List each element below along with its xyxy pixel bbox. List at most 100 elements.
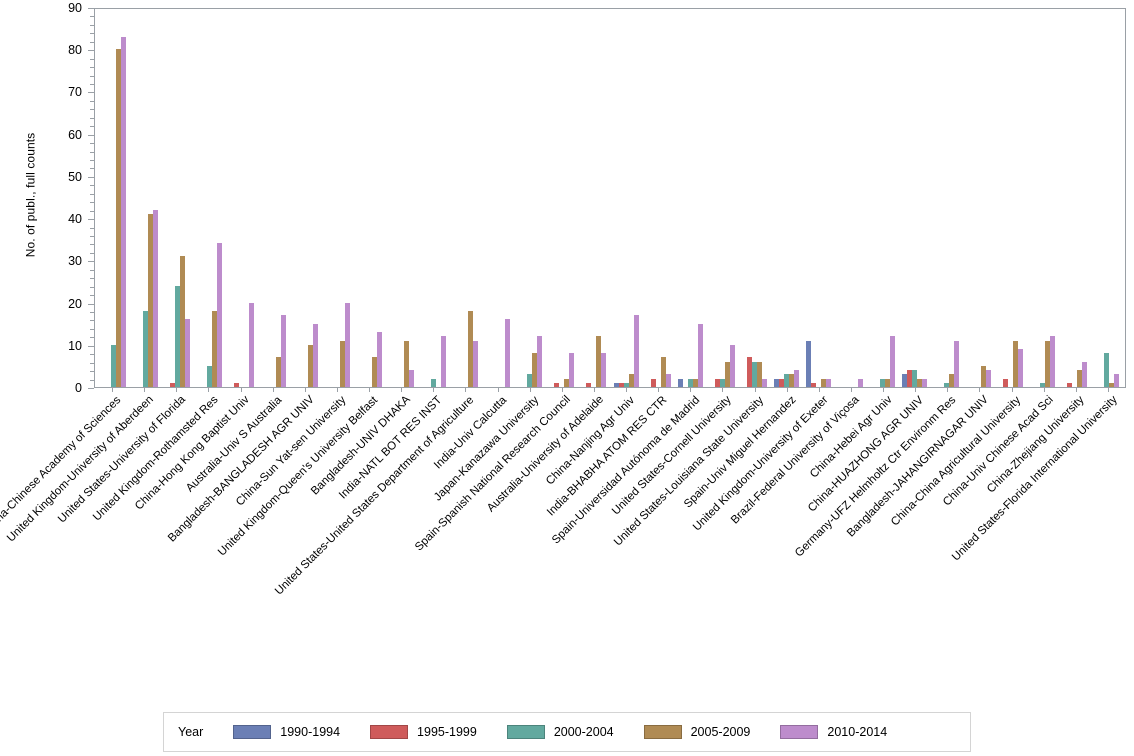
bar bbox=[825, 378, 831, 387]
legend-item[interactable]: 2000-2004 bbox=[506, 725, 614, 739]
y-minor-tick bbox=[90, 24, 94, 26]
bar bbox=[677, 378, 683, 387]
legend-item-label: 2010-2014 bbox=[827, 725, 888, 739]
bar bbox=[184, 319, 190, 387]
x-tick-label: United Kingdom-University of Aberdeen bbox=[5, 393, 156, 545]
y-tick-mark bbox=[88, 176, 94, 178]
bar bbox=[1082, 361, 1088, 387]
x-tick-mark bbox=[530, 388, 531, 392]
bar bbox=[949, 374, 955, 387]
bar bbox=[174, 285, 180, 387]
bar-group bbox=[161, 9, 193, 387]
y-minor-tick bbox=[90, 185, 94, 187]
x-tick-mark bbox=[369, 388, 370, 392]
bar bbox=[586, 382, 592, 387]
y-minor-tick bbox=[90, 362, 94, 364]
bar bbox=[1050, 336, 1056, 387]
bar-group bbox=[963, 9, 995, 387]
bar bbox=[618, 382, 624, 387]
bar bbox=[778, 378, 784, 387]
y-minor-tick bbox=[90, 286, 94, 288]
bar bbox=[554, 382, 560, 387]
x-tick-mark bbox=[273, 388, 274, 392]
x-tick-mark bbox=[722, 388, 723, 392]
legend: Year 1990-1994 1995-1999 2000-2004 2005-200… bbox=[163, 712, 971, 752]
bar bbox=[537, 336, 543, 387]
bar bbox=[169, 382, 175, 387]
bar bbox=[793, 370, 799, 387]
bar bbox=[902, 374, 908, 387]
y-minor-tick bbox=[90, 168, 94, 170]
x-tick-mark bbox=[947, 388, 948, 392]
bar bbox=[1003, 378, 1009, 387]
legend-items: 1990-1994 1995-1999 2000-2004 2005-2009 2010… bbox=[233, 725, 917, 739]
y-tick-mark bbox=[88, 303, 94, 305]
bar bbox=[719, 378, 725, 387]
x-tick-mark bbox=[241, 388, 242, 392]
bar bbox=[1077, 370, 1083, 387]
bar bbox=[857, 378, 863, 387]
bar-group bbox=[1091, 9, 1123, 387]
y-minor-tick bbox=[90, 320, 94, 322]
y-minor-tick bbox=[90, 16, 94, 18]
bar bbox=[152, 209, 158, 387]
x-tick-mark bbox=[1044, 388, 1045, 392]
bar bbox=[377, 332, 383, 387]
y-minor-tick bbox=[90, 193, 94, 195]
y-minor-tick bbox=[90, 58, 94, 60]
x-tick-mark bbox=[755, 388, 756, 392]
bar-group bbox=[514, 9, 546, 387]
legend-item[interactable]: 2010-2014 bbox=[780, 725, 887, 739]
legend-item-label: 1990-1994 bbox=[280, 725, 341, 739]
bar bbox=[761, 378, 767, 387]
bar bbox=[1104, 353, 1110, 387]
bar bbox=[820, 378, 826, 387]
bar bbox=[344, 302, 350, 387]
x-tick-mark bbox=[1012, 388, 1013, 392]
bar bbox=[179, 256, 185, 387]
x-tick-mark bbox=[562, 388, 563, 392]
bar-group bbox=[450, 9, 482, 387]
bar bbox=[339, 340, 345, 387]
bar bbox=[1013, 340, 1019, 387]
bar bbox=[468, 311, 474, 387]
y-minor-tick bbox=[90, 67, 94, 69]
bar-group bbox=[610, 9, 642, 387]
bar bbox=[917, 378, 923, 387]
x-tick-mark bbox=[112, 388, 113, 392]
y-minor-tick bbox=[90, 295, 94, 297]
bar bbox=[505, 319, 511, 387]
bar bbox=[441, 336, 447, 387]
bar bbox=[885, 378, 891, 387]
bar bbox=[714, 378, 720, 387]
x-tick-mark bbox=[498, 388, 499, 392]
bar bbox=[1109, 382, 1115, 387]
bar bbox=[404, 340, 410, 387]
bar bbox=[233, 382, 239, 387]
y-minor-tick bbox=[90, 354, 94, 356]
bar-group bbox=[321, 9, 353, 387]
x-tick-mark bbox=[1076, 388, 1077, 392]
legend-swatch-icon bbox=[506, 725, 545, 739]
y-minor-tick bbox=[90, 379, 94, 381]
y-tick-mark bbox=[88, 388, 94, 389]
bar bbox=[216, 243, 222, 387]
x-tick-mark bbox=[208, 388, 209, 392]
legend-item[interactable]: 1995-1999 bbox=[370, 725, 477, 739]
x-tick-label: United States-Louisiana State University bbox=[611, 394, 766, 549]
x-tick-mark bbox=[626, 388, 627, 392]
bar bbox=[1067, 382, 1073, 387]
legend-item[interactable]: 2005-2009 bbox=[643, 725, 750, 739]
bar bbox=[650, 378, 656, 387]
y-minor-tick bbox=[90, 278, 94, 280]
y-minor-tick bbox=[90, 117, 94, 119]
legend-item-label: 1995-1999 bbox=[417, 725, 477, 739]
bar-group bbox=[578, 9, 610, 387]
legend-item[interactable]: 1990-1994 bbox=[233, 725, 340, 739]
legend-title: Year bbox=[178, 725, 204, 739]
x-tick-mark bbox=[337, 388, 338, 392]
bar bbox=[954, 340, 960, 387]
bar bbox=[596, 336, 602, 387]
